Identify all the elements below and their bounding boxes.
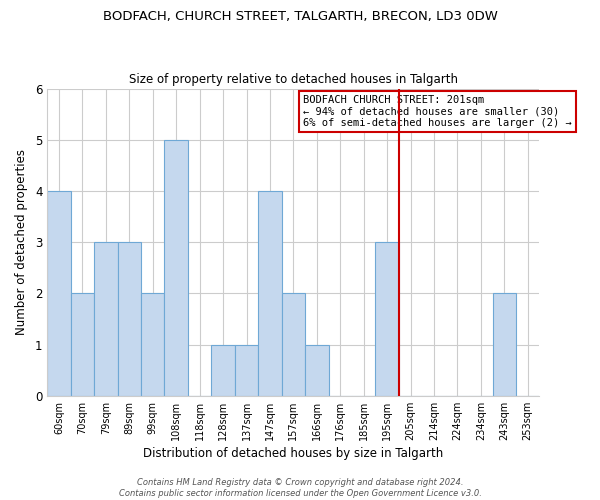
Bar — [118, 242, 141, 396]
Bar — [493, 294, 516, 396]
Bar — [211, 344, 235, 396]
Bar — [141, 294, 164, 396]
Bar — [281, 294, 305, 396]
Bar — [235, 344, 258, 396]
X-axis label: Distribution of detached houses by size in Talgarth: Distribution of detached houses by size … — [143, 447, 443, 460]
Bar — [94, 242, 118, 396]
Bar — [376, 242, 399, 396]
Y-axis label: Number of detached properties: Number of detached properties — [15, 149, 28, 335]
Bar — [258, 191, 281, 396]
Text: BODFACH, CHURCH STREET, TALGARTH, BRECON, LD3 0DW: BODFACH, CHURCH STREET, TALGARTH, BRECON… — [103, 10, 497, 23]
Title: Size of property relative to detached houses in Talgarth: Size of property relative to detached ho… — [129, 73, 458, 86]
Bar — [164, 140, 188, 396]
Text: BODFACH CHURCH STREET: 201sqm
← 94% of detached houses are smaller (30)
6% of se: BODFACH CHURCH STREET: 201sqm ← 94% of d… — [303, 94, 572, 128]
Bar — [47, 191, 71, 396]
Text: Contains HM Land Registry data © Crown copyright and database right 2024.
Contai: Contains HM Land Registry data © Crown c… — [119, 478, 481, 498]
Bar — [305, 344, 329, 396]
Bar — [71, 294, 94, 396]
